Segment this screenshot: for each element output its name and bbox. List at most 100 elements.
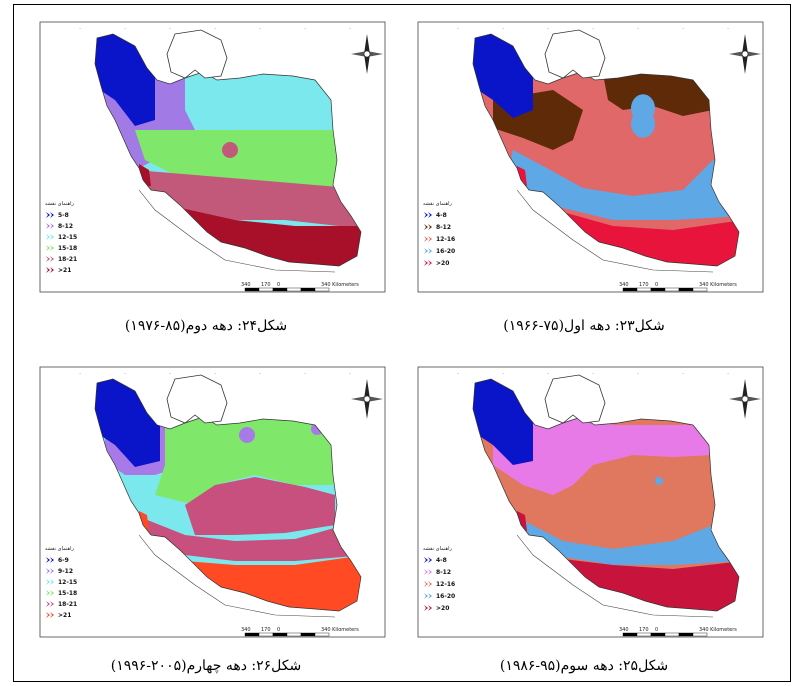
lon-tick: · — [502, 26, 504, 32]
caspian-sea — [166, 29, 228, 79]
lon-tick: · — [214, 26, 216, 32]
legend-label: 8-12 — [58, 223, 73, 230]
legend-label: >20 — [436, 260, 449, 267]
map-fig26: · · · · · · · راهنمای نقشه 6-9 9-12 12-15 15-18 18-2… — [39, 366, 386, 638]
legend-title: راهنمای نقشه — [45, 546, 75, 552]
legend-swatch — [46, 212, 54, 218]
scale-label: 0 — [655, 282, 658, 288]
lon-tick: · — [124, 26, 126, 32]
legend-swatch — [46, 568, 54, 574]
legend-label: 16-20 — [436, 593, 455, 600]
north-arrow-icon — [351, 379, 383, 419]
zone-16-20 — [655, 477, 663, 485]
map-caption-fig23: شکل۲۳: دهه اول(۷۵-۱۹۶۶) — [503, 318, 665, 334]
legend-label: 18-21 — [58, 256, 77, 263]
zone-18-21 — [185, 477, 335, 535]
scale-label: 170 — [639, 627, 649, 633]
country-outline — [472, 33, 740, 267]
scale-bar: 340 170 0 340 Kilometers — [241, 627, 359, 637]
scale-bar: 340 170 0 340 Kilometers — [619, 282, 737, 292]
map-fig23: · · · · · · · راهنمای نقشه 4-8 8-12 12-16 16-20 >20 3… — [417, 21, 764, 293]
scale-label: 340 Kilometers — [321, 282, 359, 288]
legend-swatch — [424, 260, 432, 266]
map-panel-fig25: · · · · · · · راهنمای نقشه 4-8 8-12 12-16 16-20 >20 3… — [413, 365, 768, 645]
scale-bar: 340 170 0 340 Kilometers — [619, 627, 737, 637]
legend-label: 5-8 — [58, 212, 69, 219]
legend-swatch — [424, 236, 432, 242]
legend-swatch — [424, 224, 432, 230]
legend-label: 4-8 — [436, 212, 447, 219]
scale-label: 170 — [639, 282, 649, 288]
scale-label: 0 — [655, 627, 658, 633]
zone-8-12 — [603, 74, 713, 116]
north-arrow-icon — [729, 34, 761, 74]
legend-swatch — [46, 579, 54, 585]
map-legend: راهنمای نقشه 4-8 8-12 12-16 16-20 >20 — [423, 201, 455, 267]
legend-swatch — [46, 223, 54, 229]
legend-label: 12-16 — [436, 236, 455, 243]
scale-label: 340 Kilometers — [699, 282, 737, 288]
scale-label: 170 — [261, 282, 271, 288]
legend-swatch — [46, 267, 54, 273]
scale-label: 170 — [261, 627, 271, 633]
legend-swatch — [424, 248, 432, 254]
map-caption-fig26: شکل۲۶: دهه چهارم(۲۰۰۵-۱۹۹۶) — [110, 658, 302, 674]
country-outline — [94, 33, 362, 267]
legend-label: 6-9 — [58, 557, 69, 564]
legend-label: 12-16 — [436, 581, 455, 588]
legend-swatch — [46, 612, 54, 618]
zone-9-12 — [239, 427, 255, 443]
lon-tick: · — [259, 26, 261, 32]
legend-label: >21 — [58, 267, 71, 274]
country-outline — [94, 378, 362, 612]
lon-tick: · — [169, 371, 171, 377]
lon-tick: · — [502, 371, 504, 377]
map-fig24: · · · · · · · راهنمای نقشه 5-8 8-12 12-15 15-18 18-2… — [39, 21, 386, 293]
scale-label: 0 — [277, 282, 280, 288]
legend-swatch — [424, 212, 432, 218]
legend-swatch — [46, 234, 54, 240]
zone-8-12 — [493, 415, 713, 495]
caspian-sea — [166, 374, 228, 424]
lon-tick: · — [79, 26, 81, 32]
country-outline — [472, 378, 740, 612]
scale-label: 340 Kilometers — [699, 627, 737, 633]
legend-swatch — [46, 601, 54, 607]
legend-swatch — [424, 569, 432, 575]
coastline — [516, 534, 714, 618]
map-panel-fig24: · · · · · · · راهنمای نقشه 5-8 8-12 12-15 15-18 18-2… — [35, 20, 390, 300]
zone-18-21 — [222, 142, 238, 158]
scale-label: 340 Kilometers — [321, 627, 359, 633]
legend-label: 15-18 — [58, 590, 77, 597]
legend-label: 4-8 — [436, 557, 447, 564]
zone-16-20 — [509, 150, 739, 220]
lon-tick: · — [349, 26, 351, 32]
legend-swatch — [46, 590, 54, 596]
scale-label: 340 — [241, 627, 251, 633]
caspian-sea — [544, 374, 606, 424]
north-arrow-icon — [351, 34, 383, 74]
legend-title: راهنمای نقشه — [423, 546, 453, 552]
zone-16-20 — [631, 94, 655, 138]
lon-tick: · — [682, 26, 684, 32]
coastline — [138, 189, 336, 273]
lon-tick: · — [304, 371, 306, 377]
lon-tick: · — [259, 371, 261, 377]
lon-tick: · — [457, 26, 459, 32]
coastline — [516, 189, 714, 273]
climate-zones — [95, 34, 361, 266]
lon-tick: · — [592, 26, 594, 32]
scale-bar: 340 170 0 340 Kilometers — [241, 282, 359, 292]
lon-tick: · — [547, 26, 549, 32]
legend-label: >20 — [436, 605, 449, 612]
legend-swatch — [46, 256, 54, 262]
lon-tick: · — [637, 26, 639, 32]
map-caption-fig24: شکل۲۴: دهه دوم(۸۵-۱۹۷۶) — [124, 318, 288, 334]
legend-label: 16-20 — [436, 248, 455, 255]
legend-swatch — [46, 245, 54, 251]
north-arrow-icon — [729, 379, 761, 419]
zone-16-20 — [513, 515, 739, 565]
coastline — [138, 534, 336, 618]
legend-label: 8-12 — [436, 224, 451, 231]
lon-tick: · — [637, 371, 639, 377]
